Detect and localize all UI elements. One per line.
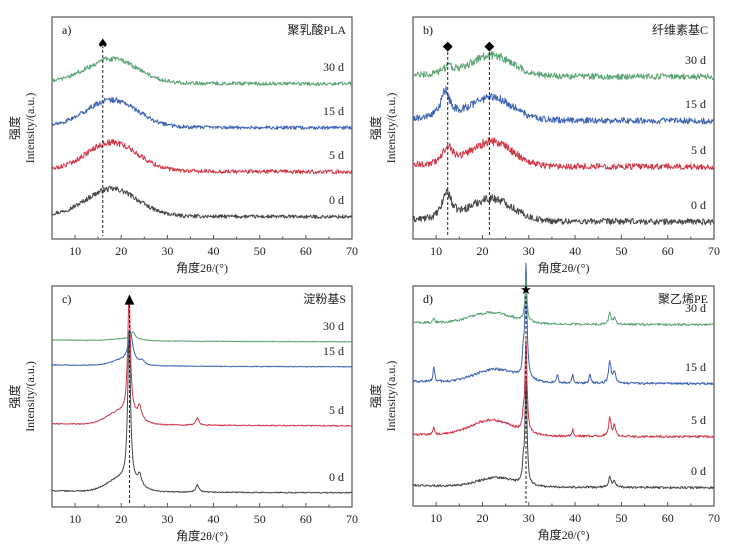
series-label: 5 d [329,403,344,417]
panel-title: 聚乙烯PE [658,292,708,306]
panel-d: 10 20 30 40 50 60 70 角度2θ/(°) 强度 Intensity/(a.u.)… [368,262,720,542]
series-line-0d [412,188,715,226]
peak-marker-symbol: ▲ [125,292,135,307]
x-tick-label: 20 [115,512,127,526]
x-tick-label: 10 [430,511,442,525]
x-axis-title: 角度2θ/(°) [176,260,228,275]
series-label: 15 d [685,97,706,111]
x-axis-title: 角度2θ/(°) [176,528,228,543]
x-tick-label: 60 [300,512,312,526]
series-label: 30 d [685,301,706,315]
panel-label: b) [423,23,433,37]
panel-label: a) [62,23,71,37]
series-label: 30 d [323,60,344,74]
series-line-30d [51,331,353,343]
panel-c: 10 20 30 40 50 60 70 角度2θ/(°) 强度 Intensity/(a.u.)… [7,285,358,543]
y-axis-title-en: Intensity/(a.u.) [23,361,37,432]
x-tick-label: 50 [254,244,266,258]
panel-label: d) [423,292,433,306]
x-tick-label: 50 [254,512,266,526]
plot-frame [51,285,353,508]
y-axis-title-cn: 强度 [7,116,22,140]
y-axis-title-en: Intensity/(a.u.) [23,93,37,164]
series-label: 5 d [691,143,706,157]
series-label: 15 d [685,360,706,374]
series-line-5d [51,295,353,427]
panel-title: 淀粉基S [303,292,346,306]
x-tick-label: 40 [569,511,581,525]
y-axis-title: 强度 Intensity/(a.u.) [7,361,37,432]
x-tick-label: 70 [708,244,720,258]
series-line-15d [412,85,715,125]
x-tick-label: 70 [708,511,720,525]
x-axis-title: 角度2θ/(°) [538,527,590,542]
x-tick-label: 30 [523,511,535,525]
x-tick-label: 70 [346,244,358,258]
x-tick-label: 30 [523,244,535,258]
x-axis-title: 角度2θ/(°) [538,260,590,275]
series-line-30d [412,51,715,81]
y-axis-title-en: Intensity/(a.u.) [384,93,398,164]
series-label: 0 d [691,464,706,478]
panel-label: c) [62,292,71,306]
x-tick-label: 10 [69,244,81,258]
x-tick-label: 30 [161,244,173,258]
series-label: 0 d [691,198,706,212]
series-line-15d [51,331,353,368]
panel-title: 纤维素基C [652,23,708,37]
series-label: 5 d [329,148,344,162]
x-tick-label: 60 [300,244,312,258]
series-line-30d [412,278,715,327]
x-tick-label: 10 [69,512,81,526]
y-axis-title-cn: 强度 [368,384,383,408]
x-tick-label: 60 [662,511,674,525]
peak-marker-symbol: ◆ [443,39,453,54]
x-tick-label: 60 [662,244,674,258]
x-tick-label: 70 [346,512,358,526]
series-line-5d [412,339,715,439]
series-label: 15 d [323,104,344,118]
series-line-15d [51,96,353,130]
series-label: 30 d [685,53,706,67]
x-tick-label: 40 [569,244,581,258]
panel-a: 10 20 30 40 50 60 70 角度2θ/(°) 强度 Intensity/(a.u.)… [7,16,358,275]
y-axis-title: 强度 Intensity/(a.u.) [7,93,37,164]
x-tick-label: 50 [615,511,627,525]
x-tick-label: 40 [208,244,220,258]
x-tick-label: 40 [208,512,220,526]
y-axis-title: 强度 Intensity/(a.u.) [368,361,398,432]
y-axis-title-en: Intensity/(a.u.) [384,361,398,432]
series-label: 0 d [329,193,344,207]
series-line-5d [412,137,715,171]
peak-marker-symbol: ♠ [97,37,109,52]
x-tick-label: 20 [476,511,488,525]
y-axis-title-cn: 强度 [368,116,383,140]
panel-b: 10 20 30 40 50 60 70 角度2θ/(°) 强度 Intensity/(a.u.)… [368,16,720,275]
plot-frame [412,16,715,240]
x-tick-label: 20 [115,244,127,258]
series-label: 0 d [329,470,344,484]
series-label: 15 d [323,344,344,358]
x-tick-label: 20 [476,244,488,258]
x-tick-label: 10 [430,244,442,258]
series-line-0d [51,185,353,219]
series-line-15d [412,262,715,386]
y-axis-title: 强度 Intensity/(a.u.) [368,93,398,164]
series-label: 30 d [323,319,344,333]
peak-marker-symbol: ◆ [484,39,494,54]
y-axis-title-cn: 强度 [7,384,22,408]
series-line-30d [51,56,353,86]
series-label: 5 d [691,413,706,427]
series-line-5d [51,138,353,175]
x-tick-label: 30 [161,512,173,526]
x-tick-label: 50 [615,244,627,258]
peak-marker-symbol: ★ [520,283,532,298]
panel-title: 聚乳酸PLA [287,22,346,37]
series-line-0d [51,330,353,494]
series-line-0d [412,379,715,490]
plot-frame [412,285,715,507]
